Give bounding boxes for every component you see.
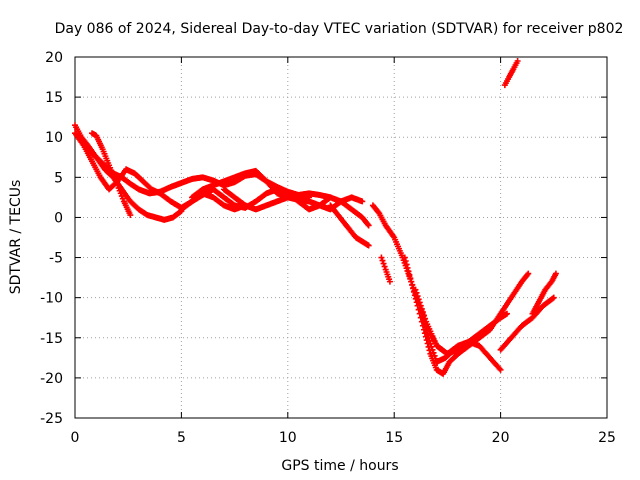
x-tick-label: 25 xyxy=(598,430,616,446)
data-point xyxy=(415,296,422,303)
data-point xyxy=(359,198,366,205)
y-tick-label: -10 xyxy=(40,291,63,307)
y-tick-label: 5 xyxy=(54,170,63,186)
data-point xyxy=(430,349,437,356)
data-point xyxy=(422,324,429,331)
data-point xyxy=(416,302,423,309)
y-axis-label: SDTVAR / TECUs xyxy=(8,180,24,295)
data-point xyxy=(425,334,432,341)
x-tick-label: 10 xyxy=(279,430,297,446)
data-point xyxy=(127,212,134,219)
data-point xyxy=(552,270,559,277)
y-tick-label: 15 xyxy=(45,90,63,106)
y-tick-label: 0 xyxy=(54,210,63,226)
data-point xyxy=(378,254,385,261)
data-point xyxy=(428,343,435,350)
x-tick-label: 15 xyxy=(385,430,403,446)
data-point xyxy=(550,294,557,301)
data-point xyxy=(424,331,431,338)
x-tick-label: 20 xyxy=(492,430,510,446)
data-point xyxy=(419,313,426,320)
grid xyxy=(75,57,607,418)
y-tick-label: -15 xyxy=(40,331,63,347)
y-tick-label: -25 xyxy=(40,411,63,427)
data-point xyxy=(413,289,420,296)
data-point xyxy=(375,209,382,216)
data-point xyxy=(412,286,419,293)
data-point xyxy=(429,346,436,353)
x-tick-label: 0 xyxy=(71,430,80,446)
data-point xyxy=(379,257,386,264)
data-point xyxy=(407,275,414,282)
data-point xyxy=(364,221,371,228)
data-point xyxy=(524,271,531,278)
data-point xyxy=(525,270,532,277)
data-point xyxy=(402,257,409,264)
plot-frame xyxy=(74,56,608,419)
data-point xyxy=(417,306,424,313)
data-point xyxy=(405,268,412,275)
axes xyxy=(74,56,608,419)
data-point xyxy=(476,334,483,341)
data-point xyxy=(386,278,393,285)
data-point xyxy=(426,337,433,344)
data-point xyxy=(401,254,408,261)
y-tick-label: -20 xyxy=(40,371,63,387)
data-point xyxy=(380,260,387,267)
x-axis-label: GPS time / hours xyxy=(281,458,398,474)
data-point xyxy=(418,309,425,316)
chart-title: Day 086 of 2024, Sidereal Day-to-day VTE… xyxy=(55,21,624,37)
data-point xyxy=(420,316,427,323)
data-point xyxy=(427,340,434,347)
data-point xyxy=(404,264,411,271)
data-point xyxy=(365,242,372,249)
tick-labels: 0 5 10 15 20 25 -25 -20 -15 -10 -5 0 5 10 15 20 xyxy=(40,50,616,446)
data-point xyxy=(414,293,421,300)
data-point xyxy=(549,295,556,302)
data-point xyxy=(514,58,521,65)
x-tick-label: 5 xyxy=(177,430,186,446)
y-tick-label: -5 xyxy=(49,251,63,267)
data-point xyxy=(406,271,413,278)
data-point xyxy=(381,263,388,270)
data-point xyxy=(403,261,410,268)
data-point xyxy=(409,282,416,289)
data-point xyxy=(365,222,372,229)
data-point xyxy=(408,278,415,285)
data-point xyxy=(503,310,510,317)
data-points xyxy=(72,58,559,377)
data-point xyxy=(423,327,430,334)
data-point xyxy=(431,352,438,359)
data-point xyxy=(421,320,428,327)
y-tick-label: 20 xyxy=(45,50,63,66)
y-tick-label: 10 xyxy=(45,130,63,146)
data-point xyxy=(497,366,504,373)
